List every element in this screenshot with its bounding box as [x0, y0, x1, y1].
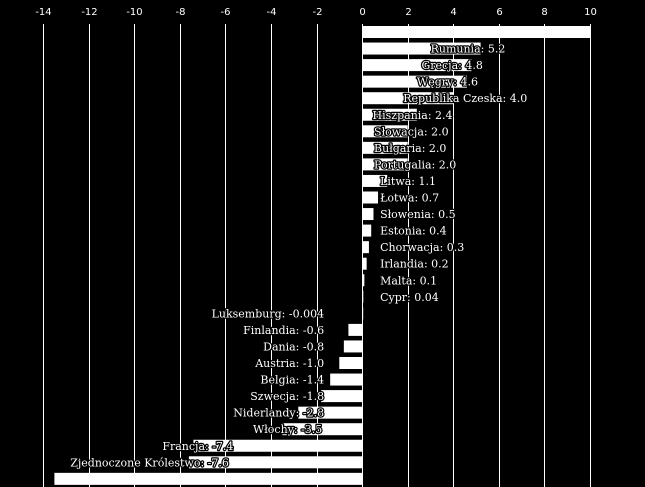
x-tick-label: 8 [541, 7, 547, 18]
data-label: Grecja: 4.8 [421, 59, 482, 72]
data-label: Finlandia: -0.6 [243, 324, 324, 337]
bar [188, 456, 363, 469]
data-label: Włochy: -3.5 [253, 423, 322, 436]
data-label: Szwecja: -1.8 [250, 390, 324, 403]
data-label: Cypr: 0.04 [380, 291, 439, 304]
data-label: Luksemburg: -0.004 [212, 307, 324, 320]
data-label: Francja: -7.4 [162, 440, 233, 453]
bar [348, 323, 363, 336]
bar [362, 125, 408, 138]
data-label: Hiszpania: 2.4 [373, 109, 453, 122]
x-tick-label: 6 [496, 7, 502, 18]
x-tick-label: 0 [359, 7, 365, 18]
bar [339, 357, 363, 369]
data-label: Republika Czeska: 4.0 [403, 92, 527, 105]
bar [362, 208, 374, 221]
data-label: Słowacja: 2.0 [374, 125, 449, 138]
bar [362, 257, 367, 270]
bar [343, 340, 363, 353]
bar [362, 191, 379, 204]
x-tick-label: -2 [313, 7, 323, 18]
bar [362, 141, 408, 154]
x-tick-label: 10 [584, 7, 597, 18]
data-label: Austria: -1.0 [254, 357, 324, 370]
bar [362, 241, 369, 254]
bar [362, 75, 467, 88]
bar [362, 174, 388, 187]
bar [362, 42, 481, 55]
bar-labels: Rumunia: 5.2 Grecja: 4.8 Węgry: 4.6 Republi… [69, 41, 529, 470]
bar [362, 290, 364, 303]
bar [361, 307, 364, 320]
x-tick-label: -6 [221, 7, 231, 18]
data-label: Węgry: 4.6 [417, 76, 478, 89]
data-label: Estonia: 0.4 [380, 225, 447, 238]
bar [330, 373, 363, 386]
data-label: Bułgaria: 2.0 [374, 142, 446, 155]
x-tick-label: -4 [267, 7, 277, 18]
bar [362, 274, 365, 287]
data-label: Belgia: -1.4 [260, 374, 324, 387]
bar [321, 390, 363, 403]
bar [362, 158, 408, 171]
bar [362, 92, 454, 105]
x-tick-label: -14 [35, 7, 51, 18]
bar [362, 224, 372, 237]
bar [282, 423, 363, 436]
bar [193, 439, 363, 452]
bars [54, 26, 590, 485]
bar [54, 472, 363, 485]
data-label: Dania: -0.8 [263, 340, 324, 353]
data-label: Niderlandy: -2.8 [233, 407, 324, 420]
data-label: Słowenia: 0.5 [380, 208, 456, 221]
x-tick-label: 2 [405, 7, 411, 18]
x-tick-label: -12 [81, 7, 97, 18]
x-axis-ticks: -14 -12 -10 -8 -6 -4 -2 0 2 4 6 8 10 [35, 7, 597, 18]
data-label: Łotwa: 0.7 [380, 192, 439, 205]
data-label: Rumunia: 5.2 [431, 43, 506, 56]
data-label: Irlandia: 0.2 [380, 258, 449, 271]
bar [362, 26, 590, 38]
bar [298, 406, 363, 419]
data-label: Zjednoczone Królestwo: -7.6 [70, 456, 229, 469]
x-tick-label: -10 [126, 7, 142, 18]
bar [362, 59, 472, 72]
data-label: Litwa: 1.1 [380, 175, 436, 188]
x-tick-label: -8 [176, 7, 186, 18]
x-tick-label: 4 [450, 7, 456, 18]
data-label: Malta: 0.1 [380, 274, 437, 287]
bar [362, 108, 417, 121]
data-label: Chorwacja: 0.3 [380, 241, 464, 254]
data-label: Portugalia: 2.0 [374, 158, 456, 171]
